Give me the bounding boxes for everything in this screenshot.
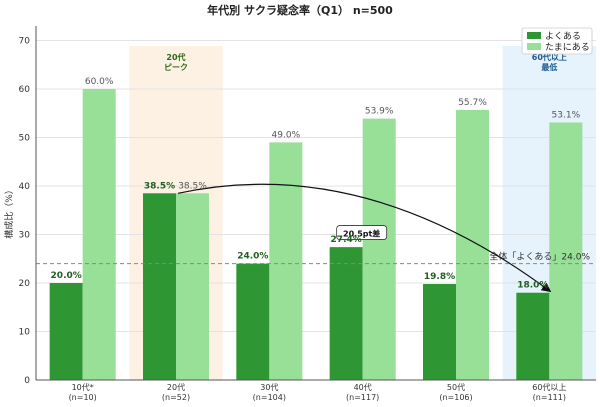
chart-title: 年代別 サクラ疑念率（Q1） n=500 bbox=[207, 3, 393, 17]
y-tick-label-30: 30 bbox=[19, 231, 31, 241]
x-tick-label-2-0: 30代 bbox=[260, 382, 278, 392]
legend-label-1: たまにある bbox=[545, 42, 590, 53]
y-tick-label-40: 40 bbox=[19, 182, 31, 192]
bar-sometimes-5 bbox=[549, 122, 583, 380]
bar-often-0 bbox=[49, 283, 83, 380]
value-labels: 20.0% 38.5% 24.0% 27.4% 19.8% 18.0% 60.0% 38.5%… bbox=[51, 77, 581, 291]
x-tick-label-4-1: (n=106) bbox=[439, 393, 472, 402]
x-tick-label-0-0: 10代* bbox=[72, 382, 94, 392]
difference-label-box bbox=[336, 225, 388, 240]
data-label-sometimes-2: 49.0% bbox=[272, 130, 301, 140]
bar-sometimes-0 bbox=[82, 89, 116, 380]
x-tick-label-3-0: 40代 bbox=[354, 382, 372, 392]
difference-label: 20.5pt差 bbox=[343, 229, 380, 239]
bar-often-1 bbox=[143, 193, 176, 380]
x-tick-label-4-0: 50代 bbox=[447, 382, 465, 392]
bar-sometimes-2 bbox=[269, 142, 303, 380]
reference-line-label: 全体「よくある」24.0% bbox=[489, 251, 590, 263]
grid-lines bbox=[36, 40, 596, 333]
x-tick-label-1-0: 20代 bbox=[167, 382, 185, 392]
data-label-sometimes-1: 38.5% bbox=[178, 181, 207, 191]
bars bbox=[49, 89, 583, 380]
axes: 01020304050607010代*(n=10)20代(n=52)30代(n=… bbox=[19, 26, 596, 402]
legend-swatch-1 bbox=[527, 43, 541, 50]
data-label-often-2: 24.0% bbox=[237, 252, 268, 262]
highlight-label-1-0: 60代以上 bbox=[532, 52, 567, 62]
reference-line: 全体「よくある」24.0% bbox=[36, 251, 596, 265]
data-label-sometimes-0: 60.0% bbox=[85, 77, 114, 87]
x-tick-label-3-1: (n=117) bbox=[346, 393, 379, 402]
bar-often-5 bbox=[516, 292, 550, 380]
bar-often-2 bbox=[236, 263, 270, 380]
data-label-often-5: 18.0% bbox=[517, 281, 548, 291]
bar-sometimes-1 bbox=[176, 193, 209, 380]
difference-annotation: 20.5pt差 bbox=[177, 183, 552, 293]
x-tick-label-2-1: (n=104) bbox=[253, 393, 286, 402]
data-label-sometimes-3: 53.9% bbox=[365, 107, 394, 117]
legend-swatch-0 bbox=[527, 32, 541, 39]
y-tick-label-20: 20 bbox=[19, 279, 31, 289]
highlight-label-1-1: 最低 bbox=[541, 62, 557, 72]
difference-arrow bbox=[177, 183, 552, 293]
y-axis-label: 構成比（%） bbox=[3, 185, 15, 239]
bar-sometimes-4 bbox=[456, 109, 489, 380]
bar-often-4 bbox=[423, 283, 456, 380]
x-tick-label-5-1: (n=111) bbox=[533, 393, 566, 402]
data-label-sometimes-4: 55.7% bbox=[458, 98, 487, 108]
y-tick-label-70: 70 bbox=[19, 37, 31, 47]
x-tick-label-1-1: (n=52) bbox=[162, 393, 190, 402]
bar-often-3 bbox=[329, 247, 363, 380]
data-label-often-3: 27.4% bbox=[331, 235, 362, 245]
legend-label-0: よくある bbox=[545, 31, 581, 42]
data-label-often-0: 20.0% bbox=[51, 271, 82, 281]
y-tick-label-0: 0 bbox=[24, 376, 30, 386]
y-tick-label-50: 50 bbox=[19, 134, 31, 144]
y-tick-label-60: 60 bbox=[19, 85, 31, 95]
bar-sometimes-3 bbox=[362, 118, 396, 380]
data-label-sometimes-5: 53.1% bbox=[552, 111, 581, 121]
y-tick-label-10: 10 bbox=[19, 328, 31, 338]
x-tick-label-0-1: (n=10) bbox=[69, 393, 97, 402]
highlight-label-0-0: 20代 bbox=[166, 52, 185, 62]
data-label-often-4: 19.8% bbox=[424, 272, 455, 282]
highlight-label-0-1: ピーク bbox=[164, 62, 188, 72]
data-label-often-1: 38.5% bbox=[144, 181, 175, 191]
x-tick-label-5-0: 60代以上 bbox=[532, 382, 566, 392]
